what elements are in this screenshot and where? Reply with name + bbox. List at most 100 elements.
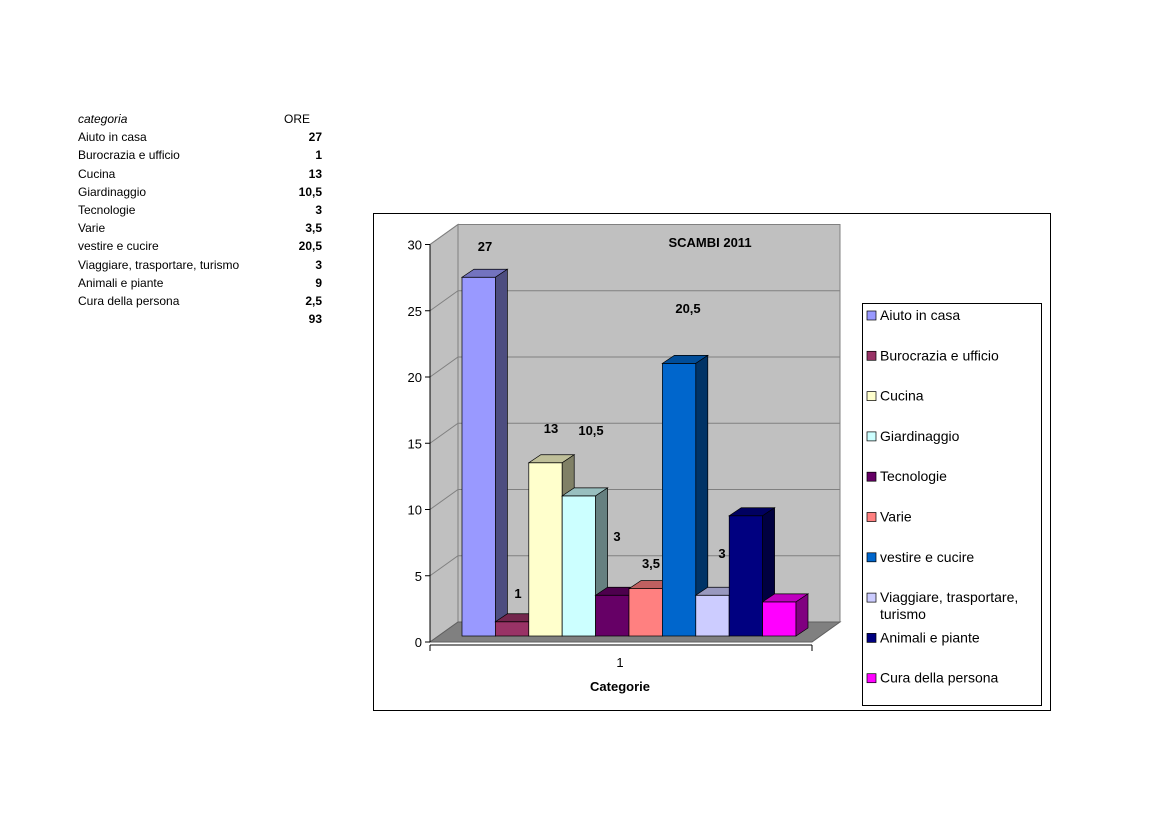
category-cell: Viaggiare, trasportare, turismo xyxy=(78,257,240,272)
bar-front xyxy=(461,276,496,637)
hours-cell: 3 xyxy=(315,203,322,218)
hours-cell: 13 xyxy=(308,166,322,181)
bar-side xyxy=(495,268,508,637)
table-header-row: categoria ORE xyxy=(78,110,322,128)
category-cell: Giardinaggio xyxy=(78,184,147,199)
y-tick-label: 30 xyxy=(408,238,422,253)
bar-front xyxy=(762,601,797,637)
category-cell: vestire e cucire xyxy=(78,239,159,254)
table-row: Cucina 13 xyxy=(78,165,322,183)
table-row: vestire e cucire 20,5 xyxy=(78,237,322,255)
gridline xyxy=(429,422,840,444)
category-cell: Cura della persona xyxy=(78,294,180,309)
gridlines xyxy=(429,224,840,577)
legend-label: Burocrazia e ufficio xyxy=(880,347,999,363)
y-tick-label: 20 xyxy=(408,370,422,385)
bar-front xyxy=(628,588,663,637)
hours-cell: 2,5 xyxy=(305,294,322,309)
category-cell: Tecnologie xyxy=(78,203,136,218)
chart-title: SCAMBI 2011 xyxy=(668,235,751,250)
y-tick-label: 5 xyxy=(415,569,422,584)
bar-side xyxy=(795,593,809,637)
legend-label: Giardinaggio xyxy=(880,428,960,444)
table-row: Animali e piante 9 xyxy=(78,274,322,292)
legend-label: Animali e piante xyxy=(880,629,980,645)
bar-front xyxy=(662,363,697,637)
legend-label: Cucina xyxy=(880,388,924,404)
hours-cell: 3,5 xyxy=(305,221,322,236)
bar-front xyxy=(495,621,530,637)
category-cell: Aiuto in casa xyxy=(78,130,147,145)
data-label: 20,5 xyxy=(675,301,700,316)
x-category-label: 1 xyxy=(616,655,623,670)
category-cell: Cucina xyxy=(78,166,116,181)
data-table: categoria ORE Aiuto in casa 27 Burocrazia … xyxy=(78,110,322,328)
y-tick-label: 15 xyxy=(408,436,422,451)
hours-cell: 10,5 xyxy=(298,184,322,199)
gridline xyxy=(429,489,840,510)
bars xyxy=(460,268,810,637)
legend-swatch xyxy=(866,552,877,563)
data-label: 3 xyxy=(613,529,620,544)
hours-cell: 1 xyxy=(315,148,322,163)
category-cell: Burocrazia e ufficio xyxy=(78,148,180,163)
legend-label: Varie xyxy=(880,509,912,525)
table-row: Giardinaggio 10,5 xyxy=(78,183,322,201)
category-cell: Animali e piante xyxy=(78,275,164,290)
legend-label: Tecnologie xyxy=(880,468,947,484)
bar-front xyxy=(595,594,630,637)
data-label: 1 xyxy=(514,586,521,601)
table-row: Burocrazia e ufficio 1 xyxy=(78,146,322,164)
total-row: 93 xyxy=(78,310,322,328)
legend-swatch xyxy=(866,471,877,482)
y-tick-label: 25 xyxy=(408,304,422,319)
legend: Aiuto in casa Burocrazia e ufficio Cucina G… xyxy=(862,303,1042,706)
bar xyxy=(460,268,509,637)
legend-label: Viaggiare, trasportare, turismo xyxy=(880,589,1018,622)
category-cell: Varie xyxy=(78,221,106,236)
data-label: 10,5 xyxy=(578,423,603,438)
legend-swatch xyxy=(866,350,877,361)
legend-swatch xyxy=(866,512,877,522)
legend-swatch xyxy=(866,431,877,442)
bar-front xyxy=(695,594,730,637)
legend-swatch xyxy=(866,391,877,401)
data-label: 13 xyxy=(544,421,558,436)
bar-front xyxy=(561,495,596,637)
gridline xyxy=(429,224,840,245)
y-axis: 0 5 10 15 20 25 30 xyxy=(408,238,813,651)
legend-swatch xyxy=(866,673,877,684)
bar xyxy=(761,593,810,637)
legend-label: Aiuto in casa xyxy=(880,307,960,323)
category-header: categoria xyxy=(78,112,128,126)
legend-swatch xyxy=(866,310,877,321)
hours-header: ORE xyxy=(283,112,310,126)
hours-cell: 27 xyxy=(308,130,322,145)
legend-label: vestire e cucire xyxy=(880,549,974,565)
gridline xyxy=(429,555,840,577)
bar xyxy=(661,354,709,637)
data-label: 27 xyxy=(478,239,492,254)
hours-cell: 20,5 xyxy=(298,239,322,254)
hours-cell: 3 xyxy=(315,257,322,272)
table-row: Varie 3,5 xyxy=(78,219,322,237)
gridline xyxy=(429,356,840,378)
bar-front xyxy=(528,462,563,637)
legend-label: Cura della persona xyxy=(880,670,999,686)
legend-swatch xyxy=(866,592,877,603)
hours-cell: 9 xyxy=(315,275,322,290)
table-row: Cura della persona 2,5 xyxy=(78,292,322,310)
table-row: Viaggiare, trasportare, turismo 3 xyxy=(78,256,322,274)
legend-box xyxy=(862,303,1042,706)
x-axis-title: Categorie xyxy=(590,679,650,694)
y-tick-label: 0 xyxy=(415,635,422,650)
table-row: Tecnologie 3 xyxy=(78,201,322,219)
table-row: Aiuto in casa 27 xyxy=(78,128,322,146)
data-label: 3,5 xyxy=(642,556,660,571)
data-labels: 27 1 13 10,5 3 3,5 20,5 3 xyxy=(478,239,726,601)
y-tick-label: 10 xyxy=(408,503,422,518)
data-label: 3 xyxy=(718,546,725,561)
bar-front xyxy=(728,515,763,637)
total-value: 93 xyxy=(308,312,322,327)
